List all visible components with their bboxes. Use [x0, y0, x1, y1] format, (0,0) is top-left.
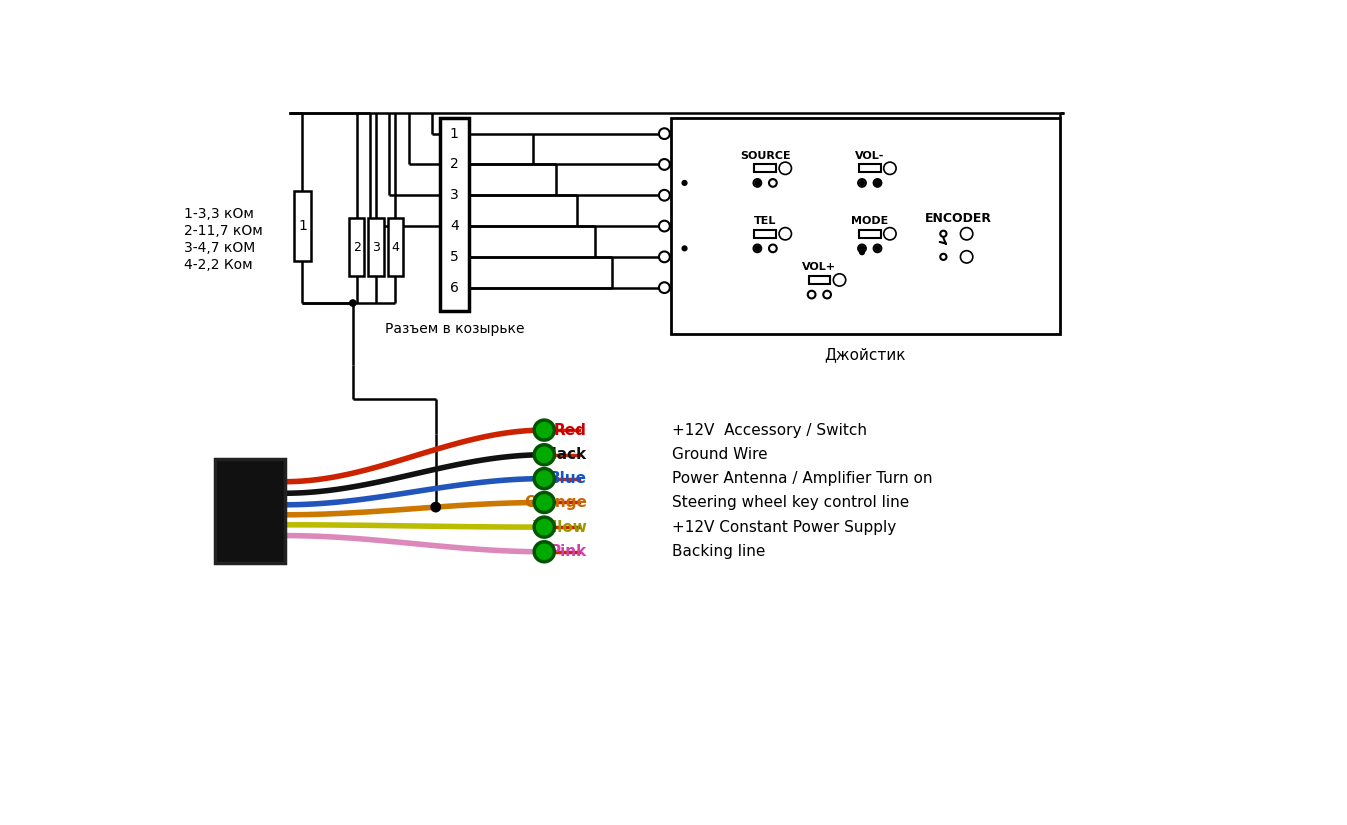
- Circle shape: [859, 245, 865, 252]
- Text: SOURCE: SOURCE: [740, 151, 791, 161]
- Circle shape: [754, 180, 761, 186]
- Circle shape: [769, 179, 777, 186]
- Circle shape: [535, 542, 555, 562]
- Bar: [388, 219, 403, 276]
- Circle shape: [659, 190, 669, 200]
- Text: Pink: Pink: [550, 544, 587, 559]
- Bar: [368, 219, 384, 276]
- Circle shape: [779, 228, 792, 240]
- Text: t: t: [784, 164, 787, 172]
- Text: Джойстик: Джойстик: [824, 347, 905, 363]
- Circle shape: [874, 179, 881, 186]
- Text: t: t: [784, 229, 787, 238]
- Text: 2: 2: [450, 158, 459, 172]
- Bar: [859, 230, 881, 238]
- Circle shape: [960, 251, 973, 263]
- Circle shape: [535, 493, 555, 512]
- Circle shape: [874, 244, 881, 252]
- Text: Backing line: Backing line: [672, 544, 765, 559]
- Circle shape: [753, 179, 761, 186]
- Circle shape: [754, 245, 761, 252]
- Text: t: t: [964, 229, 968, 238]
- Text: Разъем в козырьке: Разъем в козырьке: [385, 323, 524, 337]
- Text: Orange: Orange: [524, 495, 587, 510]
- Text: Steering wheel key control line: Steering wheel key control line: [672, 495, 909, 510]
- Circle shape: [859, 180, 865, 186]
- Text: 4-2,2 Ком: 4-2,2 Ком: [185, 258, 252, 272]
- Bar: [859, 164, 881, 172]
- Circle shape: [682, 245, 687, 252]
- Circle shape: [682, 180, 687, 186]
- Text: 2-11,7 кОм: 2-11,7 кОм: [185, 224, 263, 238]
- Text: Blue: Blue: [548, 471, 587, 486]
- Text: Red: Red: [554, 422, 587, 437]
- Circle shape: [753, 244, 761, 252]
- Circle shape: [940, 254, 947, 260]
- Text: Black: Black: [540, 447, 587, 462]
- Text: 1-3,3 кОм: 1-3,3 кОм: [185, 208, 253, 221]
- Circle shape: [659, 220, 669, 232]
- Text: 4: 4: [450, 219, 459, 233]
- Text: VOL-: VOL-: [855, 151, 885, 161]
- Text: 6: 6: [450, 280, 459, 295]
- Circle shape: [960, 228, 973, 240]
- Bar: [754, 164, 776, 172]
- Text: 3-4,7 кОМ: 3-4,7 кОМ: [185, 242, 255, 256]
- Circle shape: [535, 469, 555, 488]
- Circle shape: [535, 517, 555, 537]
- Circle shape: [535, 445, 555, 464]
- Circle shape: [659, 252, 669, 262]
- Circle shape: [808, 290, 815, 299]
- Text: MODE: MODE: [851, 216, 889, 226]
- Text: 2: 2: [353, 241, 361, 254]
- Text: t: t: [838, 276, 841, 285]
- Circle shape: [430, 502, 442, 512]
- Text: 1: 1: [450, 127, 459, 140]
- Text: +12V  Accessory / Switch: +12V Accessory / Switch: [672, 422, 867, 437]
- Circle shape: [779, 163, 792, 174]
- Text: 4: 4: [392, 241, 400, 254]
- Text: t: t: [888, 164, 892, 172]
- Circle shape: [535, 420, 555, 440]
- Bar: [216, 460, 284, 563]
- Circle shape: [874, 180, 881, 186]
- Text: Power Antenna / Amplifier Turn on: Power Antenna / Amplifier Turn on: [672, 471, 932, 486]
- Bar: [349, 219, 365, 276]
- Text: 3: 3: [450, 188, 459, 202]
- Circle shape: [858, 179, 866, 186]
- Circle shape: [874, 180, 881, 186]
- Circle shape: [874, 245, 881, 252]
- Text: t: t: [888, 229, 892, 238]
- Text: 5: 5: [450, 250, 459, 264]
- Circle shape: [349, 299, 357, 307]
- Text: l: l: [966, 252, 967, 262]
- Text: Ground Wire: Ground Wire: [672, 447, 768, 462]
- Text: 3: 3: [372, 241, 380, 254]
- Text: 1: 1: [298, 219, 307, 233]
- Circle shape: [659, 159, 669, 170]
- Circle shape: [823, 290, 831, 299]
- Circle shape: [940, 231, 947, 237]
- Text: ENCODER: ENCODER: [925, 212, 993, 225]
- Circle shape: [834, 274, 846, 286]
- Circle shape: [858, 244, 866, 252]
- Circle shape: [884, 228, 896, 240]
- Text: +12V Constant Power Supply: +12V Constant Power Supply: [672, 520, 896, 535]
- Circle shape: [884, 163, 896, 174]
- Text: VOL+: VOL+: [803, 262, 836, 272]
- Text: Yellow: Yellow: [532, 520, 587, 535]
- Circle shape: [659, 128, 669, 139]
- Circle shape: [659, 282, 669, 293]
- Bar: [439, 118, 469, 311]
- Bar: [671, 118, 1060, 334]
- Bar: [294, 191, 311, 261]
- Text: TEL: TEL: [754, 216, 776, 226]
- Circle shape: [769, 244, 777, 252]
- Bar: [808, 276, 830, 284]
- Circle shape: [859, 249, 865, 255]
- Bar: [754, 230, 776, 238]
